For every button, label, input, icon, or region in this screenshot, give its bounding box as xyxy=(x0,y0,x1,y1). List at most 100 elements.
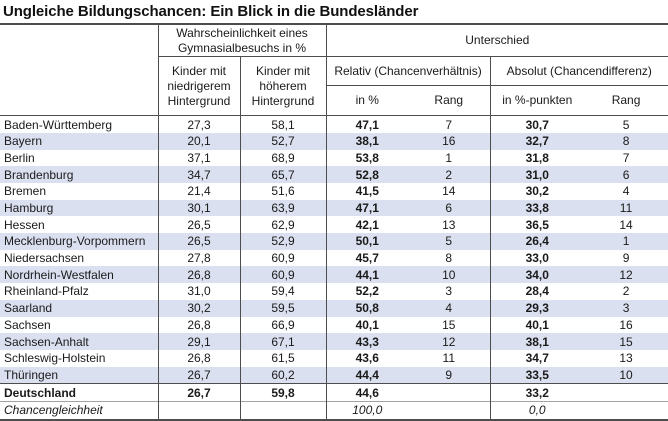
state-cell: Nordrhein-Westfalen xyxy=(0,266,159,284)
rel-cell: 41,5 xyxy=(355,184,379,199)
low-cell: 26,8 xyxy=(158,349,241,367)
header-abs-pts: in %-punkten xyxy=(490,85,585,117)
table-row: Brandenburg 34,7 65,7 52,8 2 31,0 6 xyxy=(0,166,668,183)
abs-rank-cell: 8 xyxy=(622,134,630,149)
low-cell: 21,4 xyxy=(158,183,241,200)
abs-rank-cell: 12 xyxy=(619,267,633,282)
high-cell: 59,4 xyxy=(240,283,327,300)
abs-cell: 31,8 xyxy=(525,150,549,165)
low-cell: 29,1 xyxy=(158,333,241,350)
table-row: Hessen 26,5 62,9 42,1 13 36,5 14 xyxy=(0,216,668,234)
abs-rank-cell: 1 xyxy=(622,234,630,249)
abs-cell: 34,7 xyxy=(525,351,549,366)
rel-cell: 50,1 xyxy=(355,234,379,249)
rel-rank-cell: 8 xyxy=(408,249,491,267)
high-cell: 63,9 xyxy=(240,199,327,217)
rel-cell: 47,1 xyxy=(355,201,379,216)
rel-rank-cell: 4 xyxy=(408,299,491,317)
abs-cell: 0,0 xyxy=(528,403,546,418)
rel-cell: 53,8 xyxy=(355,150,379,165)
high-cell: 60,9 xyxy=(240,249,327,267)
state-cell: Bremen xyxy=(0,183,159,200)
rel-rank-cell: 13 xyxy=(408,216,491,234)
low-cell: 26,8 xyxy=(158,316,241,334)
high-cell: 65,7 xyxy=(240,166,327,183)
state-cell: Thüringen xyxy=(0,366,159,384)
state-cell: Saarland xyxy=(0,299,159,317)
bildungschancen-table: Wahrscheinlichkeit eines Gymnasialbesuch… xyxy=(0,23,668,421)
abs-cell: 40,1 xyxy=(525,317,549,332)
abs-cell: 33,8 xyxy=(525,201,549,216)
header-relative-group: Relativ (Chancenverhältnis) xyxy=(326,56,491,87)
high-cell: 59,5 xyxy=(240,299,327,317)
rel-cell: 42,1 xyxy=(355,217,379,232)
header-abs-rank: Rang xyxy=(584,85,668,117)
header-difference-group: Unterschied xyxy=(326,24,668,58)
rel-cell: 47,1 xyxy=(355,117,379,132)
low-cell: 34,7 xyxy=(158,166,241,183)
high-cell: 60,9 xyxy=(240,266,327,284)
header-absolute-group: Absolut (Chancendifferenz) xyxy=(490,56,668,87)
state-cell: Baden-Württemberg xyxy=(0,115,159,133)
abs-cell: 34,0 xyxy=(525,267,549,282)
table-row: Sachsen 26,8 66,9 40,1 15 40,1 16 xyxy=(0,316,668,334)
table-row: Rheinland-Pfalz 31,0 59,4 52,2 3 28,4 2 xyxy=(0,283,668,300)
high-cell: 58,1 xyxy=(240,115,327,133)
abs-rank-cell: 2 xyxy=(622,284,630,299)
high-cell: 68,9 xyxy=(240,149,327,167)
table-row: Saarland 30,2 59,5 50,8 4 29,3 3 xyxy=(0,299,668,317)
low-cell: 26,7 xyxy=(158,366,241,384)
abs-cell: 36,5 xyxy=(525,217,549,232)
header-high-background: Kinder mit höherem Hintergrund xyxy=(240,56,327,117)
rel-rank-cell: 10 xyxy=(408,266,491,284)
low-cell: 27,3 xyxy=(158,115,241,133)
rel-rank-cell: 9 xyxy=(408,366,491,384)
high-cell: 61,5 xyxy=(240,349,327,367)
abs-rank-cell: 3 xyxy=(622,301,630,316)
summary-row-deutschland: Deutschland 26,7 59,8 44,6 33,2 xyxy=(0,383,668,402)
rel-rank-cell: 5 xyxy=(408,233,491,250)
abs-rank-cell xyxy=(584,384,668,402)
rel-rank-cell: 15 xyxy=(408,316,491,334)
header-empty-corner xyxy=(0,24,159,117)
rel-rank-cell: 1 xyxy=(408,149,491,167)
abs-rank-cell: 14 xyxy=(619,217,633,232)
state-cell: Hamburg xyxy=(0,199,159,217)
high-cell: 52,9 xyxy=(240,233,327,250)
abs-rank-cell: 11 xyxy=(619,201,633,216)
header-low-background: Kinder mit niedrigerem Hintergrund xyxy=(158,56,241,117)
abs-rank-cell xyxy=(584,401,668,419)
rel-cell: 44,4 xyxy=(355,367,379,382)
table-row: Sachsen-Anhalt 29,1 67,1 43,3 12 38,1 15 xyxy=(0,333,668,350)
state-cell: Chancengleichheit xyxy=(0,401,159,420)
rel-rank-cell: 16 xyxy=(408,132,491,150)
rel-rank-cell: 3 xyxy=(408,283,491,300)
header-probability-group: Wahrscheinlichkeit eines Gymnasialbesuch… xyxy=(158,24,327,58)
abs-cell: 26,4 xyxy=(525,234,549,249)
rel-cell: 45,7 xyxy=(355,251,379,266)
high-cell: 66,9 xyxy=(240,316,327,334)
state-cell: Sachsen-Anhalt xyxy=(0,333,159,350)
abs-cell: 32,7 xyxy=(525,134,549,149)
low-cell xyxy=(158,401,241,420)
abs-cell: 28,4 xyxy=(525,284,549,299)
rel-cell: 52,8 xyxy=(355,167,379,182)
table-row: Berlin 37,1 68,9 53,8 1 31,8 7 xyxy=(0,149,668,167)
abs-cell: 31,0 xyxy=(525,167,549,182)
abs-rank-cell: 5 xyxy=(622,117,630,132)
rel-cell: 52,2 xyxy=(355,284,379,299)
state-cell: Berlin xyxy=(0,149,159,167)
rel-rank-cell: 2 xyxy=(408,166,491,183)
high-cell: 52,7 xyxy=(240,132,327,150)
abs-rank-cell: 9 xyxy=(622,251,630,266)
abs-rank-cell: 7 xyxy=(622,150,630,165)
high-cell: 62,9 xyxy=(240,216,327,234)
abs-cell: 29,3 xyxy=(525,301,549,316)
rel-cell: 43,6 xyxy=(355,351,379,366)
abs-rank-cell: 10 xyxy=(619,367,633,382)
low-cell: 37,1 xyxy=(158,149,241,167)
state-cell: Schleswig-Holstein xyxy=(0,349,159,367)
rel-cell: 44,1 xyxy=(355,267,379,282)
state-cell: Deutschland xyxy=(0,383,159,402)
high-cell: 59,8 xyxy=(240,383,327,402)
